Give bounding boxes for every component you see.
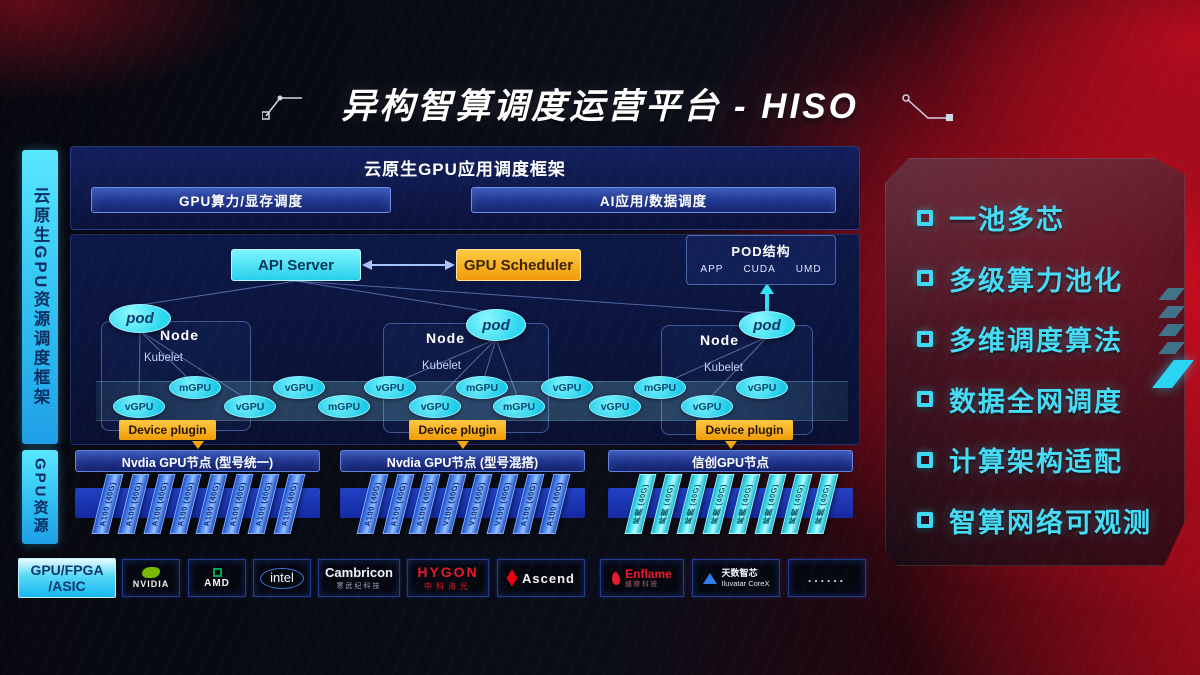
gpu-slice-ellipse: mGPU <box>456 376 508 399</box>
square-bullet-icon <box>917 330 933 347</box>
circuit-deco-left <box>262 95 302 120</box>
gpu-slice-ellipse: vGPU <box>589 395 641 418</box>
gpu-slice-ellipse: mGPU <box>318 395 370 418</box>
features-list: 一池多芯 多级算力池化 多维调度算法 数据全网调度 计算架构适配 智算网络可观测 <box>885 158 1185 566</box>
gpu-slice-ellipse: vGPU <box>541 376 593 399</box>
page-title: 异构智算调度运营平台 - HISO <box>341 87 859 126</box>
pod-ellipse-3: pod <box>739 311 795 339</box>
feature-item: 多维调度算法 <box>917 319 1175 358</box>
rail-hardware-label: GPU/FPGA /ASIC <box>18 558 116 598</box>
feature-item: 数据全网调度 <box>917 380 1175 419</box>
ascend-logo-icon <box>506 569 518 587</box>
pod-ellipse-1: pod <box>109 304 171 333</box>
device-plugin-1: Device plugin <box>119 420 216 440</box>
down-arrow-icon <box>457 441 469 449</box>
device-plugin-2: Device plugin <box>409 420 506 440</box>
gpu-card: 昇腾 (40G) <box>806 474 839 534</box>
amd-logo-icon <box>212 567 222 577</box>
feature-item: 一池多芯 <box>917 198 1175 237</box>
feature-item: 智算网络可观测 <box>917 501 1175 540</box>
gpu-slice-ellipse: mGPU <box>634 376 686 399</box>
intel-logo: intel <box>260 567 304 589</box>
feature-label: 计算架构适配 <box>949 447 1123 478</box>
gpu-card-rack: A100 (40G) A100 (40G) A100 (40G) A100 (4… <box>75 474 320 544</box>
vendor-enflame: Enflame 燧原科技 <box>600 559 684 597</box>
feature-label: 数据全网调度 <box>949 386 1123 417</box>
gpu-node-group-domestic: 信创GPU节点 昇腾 (40G) 昇腾 (40G) 昇腾 (40G) 昇腾 (4… <box>608 441 853 545</box>
scheduler-diagram-panel: Node Kubelet Node Kubelet Node Kubelet <box>70 234 860 445</box>
feature-item: 计算架构适配 <box>917 440 1175 479</box>
device-plugin-3: Device plugin <box>696 420 793 440</box>
gpu-scheduler-box: GPU Scheduler <box>456 249 581 281</box>
gpu-slice-ellipse: vGPU <box>224 395 276 418</box>
gpu-slice-ellipse: vGPU <box>681 395 733 418</box>
gpu-node-group-uniform: Nvdia GPU节点 (型号统一) A100 (40G) A100 (40G)… <box>75 441 320 545</box>
circuit-deco-right <box>902 94 953 121</box>
compute-scheduling-bar: GPU算力/显存调度 <box>91 187 391 213</box>
vendor-ascend: Ascend <box>497 559 585 597</box>
square-bullet-icon <box>917 451 933 468</box>
iluvatar-logo-icon <box>702 572 717 584</box>
square-bullet-icon <box>917 391 933 408</box>
vendor-intel: intel <box>253 559 311 597</box>
feature-label: 智算网络可观测 <box>949 507 1152 538</box>
app-framework-title: 云原生GPU应用调度框架 <box>364 160 566 179</box>
gpu-slice-ellipse: vGPU <box>273 376 325 399</box>
down-arrow-icon <box>725 441 737 449</box>
gpu-card-rack: 昇腾 (40G) 昇腾 (40G) 昇腾 (40G) 昇腾 (40G) 昇腾 (… <box>608 474 853 544</box>
pod-layer-umd: UMD <box>795 264 822 275</box>
square-bullet-icon <box>917 270 933 287</box>
pod-structure-box: POD结构 APP CUDA UMD <box>686 235 836 285</box>
pod-layer-app: APP <box>700 264 724 275</box>
rail-resource-label: GPU资源 <box>22 450 58 544</box>
feature-label: 多级算力池化 <box>949 265 1123 296</box>
down-arrow-icon <box>192 441 204 449</box>
gpu-slice-ellipse: mGPU <box>169 376 221 399</box>
api-server-box: API Server <box>231 249 361 281</box>
nvidia-logo-icon <box>142 567 160 578</box>
vendor-cambricon: Cambricon 寒武纪科技 <box>318 559 400 597</box>
gpu-slice-ellipse: vGPU <box>409 395 461 418</box>
ai-data-scheduling-bar: AI应用/数据调度 <box>471 187 836 213</box>
gpu-slice-ellipse: mGPU <box>493 395 545 418</box>
vendor-nvidia: NVIDIA <box>122 559 180 597</box>
square-bullet-icon <box>917 512 933 529</box>
gpu-slice-ellipse: vGPU <box>364 376 416 399</box>
rail-framework-label: 云原生GPU资源调度框架 <box>22 150 58 444</box>
pod-layer-cuda: CUDA <box>743 264 776 275</box>
gpu-slice-ellipse: vGPU <box>113 395 165 418</box>
features-panel: 一池多芯 多级算力池化 多维调度算法 数据全网调度 计算架构适配 智算网络可观测 <box>885 158 1185 566</box>
gpu-node-group-mixed: Nvdia GPU节点 (型号混搭) A100 (40G) A100 (40G)… <box>340 441 585 545</box>
feature-label: 一池多芯 <box>949 205 1065 235</box>
vendor-iluvatar: 天数智芯 Iluvatar CoreX <box>692 559 780 597</box>
square-bullet-icon <box>917 209 933 226</box>
gpu-card: A100 (40G) <box>538 474 571 534</box>
app-framework-panel: 云原生GPU应用调度框架 GPU算力/显存调度 AI应用/数据调度 <box>70 146 860 230</box>
gpu-card-rack: A100 (40G) A100 (40G) A100 (40G) V100 (4… <box>340 474 585 544</box>
gpu-slice-ellipse: vGPU <box>736 376 788 399</box>
gpu-card: A100 (40G) <box>273 474 306 534</box>
enflame-logo-icon <box>611 571 622 585</box>
pod-ellipse-2: pod <box>466 309 526 341</box>
vendor-more: ...... <box>788 559 866 597</box>
feature-item: 多级算力池化 <box>917 259 1175 298</box>
feature-label: 多维调度算法 <box>949 326 1123 357</box>
vendor-amd: AMD <box>188 559 246 597</box>
hazard-stripes-icon <box>1152 288 1194 388</box>
vendor-hygon: HYGON 中科海光 <box>407 559 489 597</box>
